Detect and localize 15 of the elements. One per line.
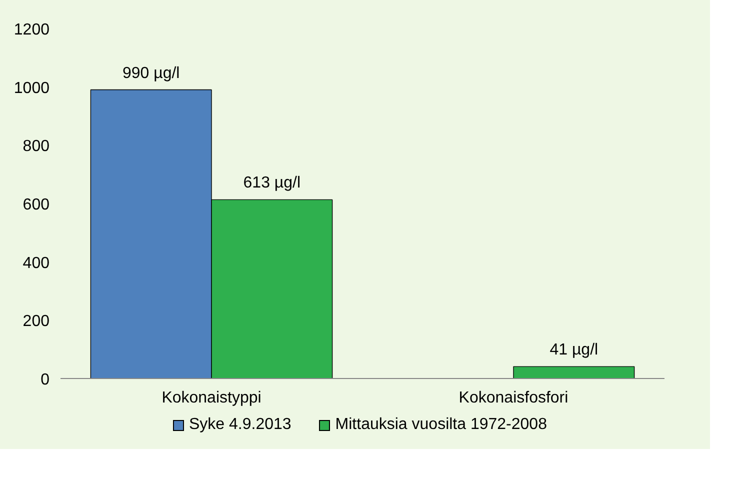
- data-label: 990 µg/l: [122, 64, 180, 82]
- y-tick-label: 1200: [14, 22, 50, 38]
- bar: [513, 366, 635, 378]
- x-tick-label: Kokonaisfosfori: [458, 390, 568, 406]
- y-tick-label: 200: [22, 313, 50, 330]
- y-tick-label: 600: [22, 196, 50, 214]
- legend-label: Mittauksia vuosilta 1972-2008: [335, 415, 547, 435]
- x-tick-label: Kokonaistyppi: [162, 390, 262, 406]
- data-label: 41 µg/l: [550, 342, 598, 359]
- y-tick-label: 400: [22, 254, 50, 272]
- legend-label: Syke 4.9.2013: [189, 415, 292, 435]
- y-tick-label: 800: [22, 138, 50, 156]
- data-label: 613 µg/l: [243, 174, 301, 192]
- y-tick-label: 1000: [14, 80, 50, 97]
- y-tick-label: 0: [40, 372, 50, 388]
